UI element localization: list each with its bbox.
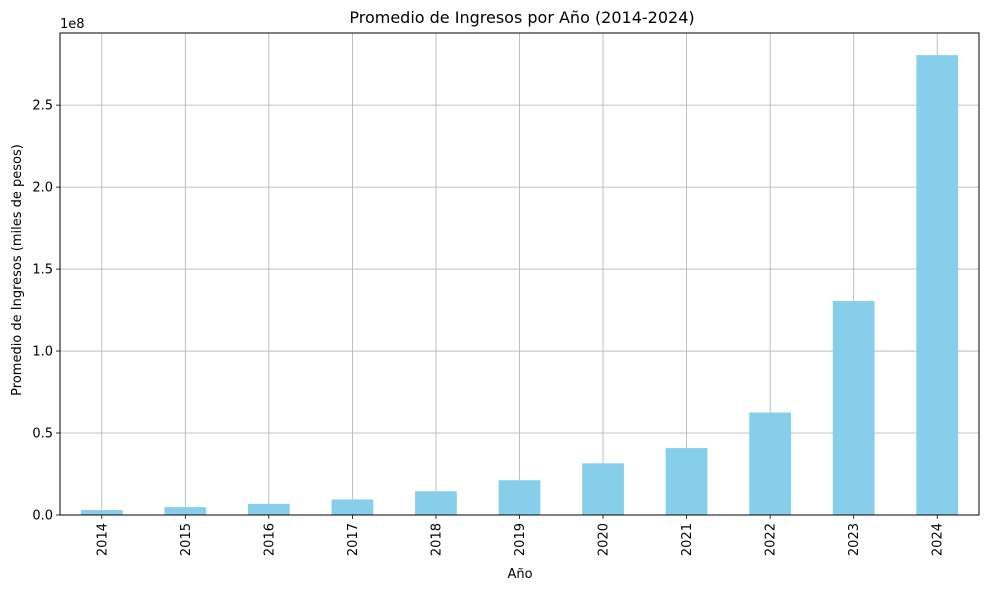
x-tick-label: 2017 — [346, 523, 361, 556]
x-tick-label: 2021 — [680, 523, 695, 556]
x-axis-label: Año — [507, 567, 532, 582]
x-tick-label: 2022 — [764, 523, 779, 556]
bar-2014 — [80, 510, 123, 515]
bar-2017 — [331, 499, 374, 515]
x-tick-label: 2016 — [262, 523, 277, 556]
y-axis-label: Promedio de Ingresos (miles de pesos) — [10, 144, 25, 396]
x-tick-label: 2015 — [179, 523, 194, 556]
x-tick-label: 2023 — [847, 523, 862, 556]
chart-title: Promedio de Ingresos por Año (2014-2024) — [349, 8, 694, 27]
bar-2019 — [498, 480, 541, 515]
y-tick-label: 2.5 — [32, 99, 53, 114]
y-tick-label: 2.0 — [32, 181, 53, 196]
x-tick-label: 2020 — [597, 523, 612, 556]
bar-2015 — [164, 507, 207, 515]
bar-2021 — [665, 448, 708, 515]
bar-2024 — [916, 55, 959, 515]
x-tick-label: 2018 — [429, 523, 444, 556]
bar-2020 — [582, 463, 624, 515]
bar-2016 — [247, 503, 290, 515]
grid-layer — [60, 33, 979, 516]
bars-layer — [80, 55, 959, 515]
bar-2018 — [415, 491, 457, 515]
x-tick-label: 2014 — [95, 523, 110, 556]
x-tick-label: 2019 — [513, 523, 528, 556]
y-axis-offset-label: 1e8 — [60, 17, 85, 32]
x-tick-label: 2024 — [931, 523, 946, 556]
ticks-layer: 0.0 0.5 1.0 1.5 2.0 2.5 2014 2015 2016 2017 2018 20… — [32, 99, 945, 556]
bar-2023 — [832, 301, 875, 515]
bar-2022 — [749, 412, 792, 515]
y-tick-label: 0.0 — [32, 509, 53, 524]
y-tick-label: 1.0 — [32, 345, 53, 360]
y-tick-label: 0.5 — [32, 427, 53, 442]
y-tick-label: 1.5 — [32, 263, 53, 278]
